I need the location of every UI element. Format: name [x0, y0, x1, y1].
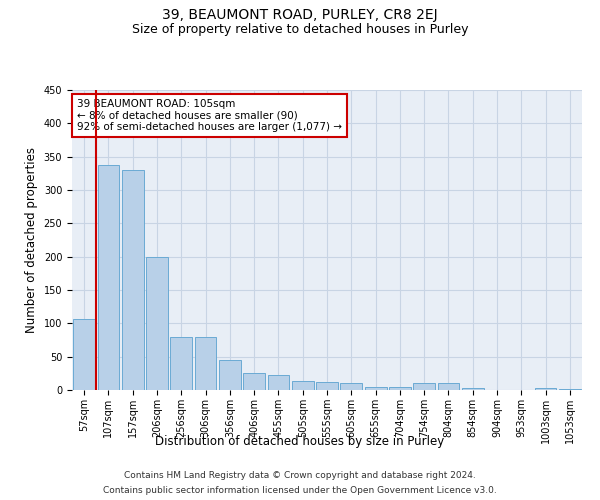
- Bar: [194, 336, 217, 390]
- Bar: [73, 318, 95, 390]
- Bar: [437, 384, 460, 390]
- Bar: [97, 166, 119, 390]
- Bar: [243, 374, 265, 390]
- Bar: [413, 384, 435, 390]
- Bar: [170, 336, 192, 390]
- Text: Size of property relative to detached houses in Purley: Size of property relative to detached ho…: [132, 22, 468, 36]
- Bar: [462, 388, 484, 390]
- Text: Contains HM Land Registry data © Crown copyright and database right 2024.: Contains HM Land Registry data © Crown c…: [124, 471, 476, 480]
- Text: Distribution of detached houses by size in Purley: Distribution of detached houses by size …: [155, 435, 445, 448]
- Bar: [535, 388, 556, 390]
- Bar: [559, 388, 581, 390]
- Bar: [316, 382, 338, 390]
- Y-axis label: Number of detached properties: Number of detached properties: [25, 147, 38, 333]
- Bar: [122, 170, 143, 390]
- Text: Contains public sector information licensed under the Open Government Licence v3: Contains public sector information licen…: [103, 486, 497, 495]
- Text: 39, BEAUMONT ROAD, PURLEY, CR8 2EJ: 39, BEAUMONT ROAD, PURLEY, CR8 2EJ: [162, 8, 438, 22]
- Bar: [146, 256, 168, 390]
- Bar: [219, 360, 241, 390]
- Bar: [268, 376, 289, 390]
- Bar: [389, 386, 411, 390]
- Bar: [340, 384, 362, 390]
- Bar: [292, 382, 314, 390]
- Bar: [365, 386, 386, 390]
- Text: 39 BEAUMONT ROAD: 105sqm
← 8% of detached houses are smaller (90)
92% of semi-de: 39 BEAUMONT ROAD: 105sqm ← 8% of detache…: [77, 99, 342, 132]
